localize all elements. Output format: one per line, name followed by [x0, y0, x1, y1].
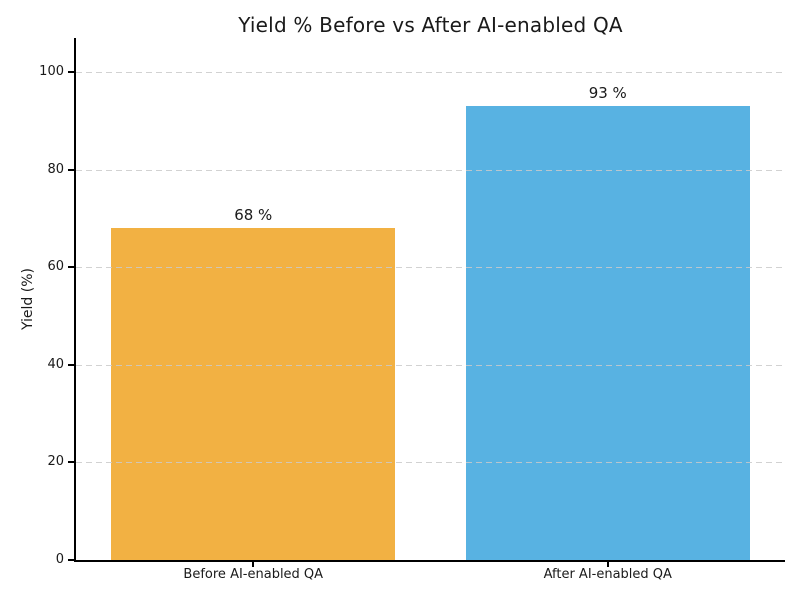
x-tick-label: After AI-enabled QA [543, 567, 672, 582]
y-tick-mark [68, 266, 74, 269]
x-tick-mark [252, 562, 255, 567]
y-tick-mark [68, 168, 74, 171]
bar [465, 106, 750, 560]
x-axis-spine [74, 560, 785, 562]
y-tick-label: 80 [47, 161, 64, 177]
gridline [76, 267, 785, 269]
chart-title: Yield % Before vs After AI-enabled QA [238, 13, 623, 37]
y-tick-mark [68, 559, 74, 561]
bar-value-label: 93 % [588, 84, 627, 103]
y-tick-mark [68, 461, 74, 464]
gridline [76, 72, 785, 74]
gridline [76, 169, 785, 171]
y-tick-label: 60 [47, 259, 64, 275]
y-tick-label: 40 [47, 356, 64, 372]
y-axis-spine [74, 38, 76, 562]
bar [111, 228, 396, 560]
y-tick-label: 0 [55, 552, 64, 567]
y-tick-label: 20 [47, 454, 64, 470]
bar-value-label: 68 % [234, 206, 273, 225]
y-tick-mark [68, 71, 74, 74]
y-tick-label: 100 [39, 64, 64, 80]
plot-area [76, 38, 785, 560]
x-tick-label: Before AI-enabled QA [183, 567, 324, 582]
gridline [76, 462, 785, 464]
x-tick-mark [606, 562, 609, 567]
y-axis-label: Yield (%) [20, 267, 36, 331]
gridline [76, 364, 785, 366]
y-tick-mark [68, 363, 74, 366]
